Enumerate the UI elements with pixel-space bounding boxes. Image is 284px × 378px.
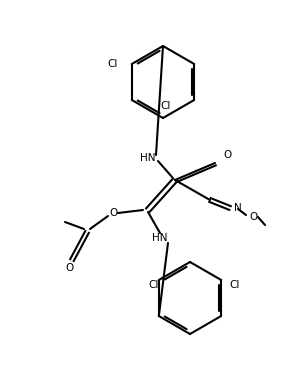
Text: N: N [234, 203, 242, 213]
Text: O: O [109, 208, 117, 218]
Text: Cl: Cl [149, 280, 159, 290]
Text: Cl: Cl [229, 280, 239, 290]
Text: O: O [224, 150, 232, 160]
Text: HN: HN [152, 233, 168, 243]
Text: HN: HN [140, 153, 156, 163]
Text: Cl: Cl [107, 59, 118, 69]
Text: O: O [65, 263, 73, 273]
Text: O: O [249, 212, 257, 222]
Text: Cl: Cl [161, 101, 171, 111]
